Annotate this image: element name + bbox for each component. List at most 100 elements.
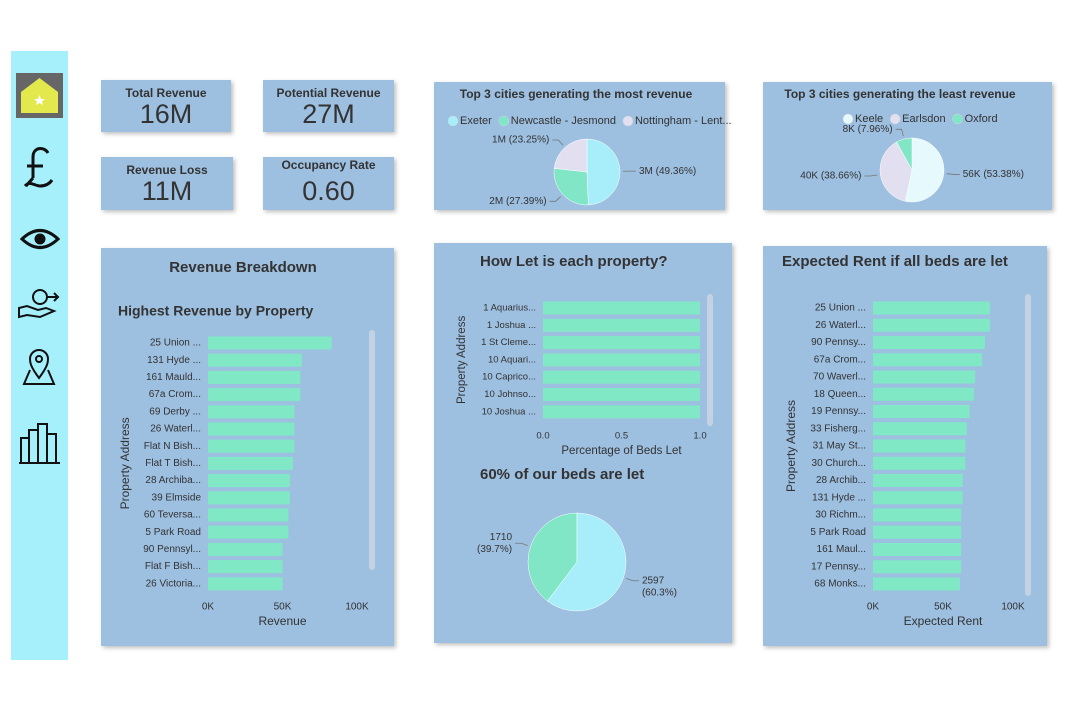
eye-pupil — [34, 233, 46, 245]
x-tick-label: 100K — [1001, 602, 1025, 613]
bar — [208, 353, 302, 367]
x-tick-label: 0.0 — [536, 431, 549, 442]
y-tick-label: 70 Waverl... — [813, 372, 866, 383]
y-tick-label: 10 Aquari... — [488, 354, 536, 365]
kpi-value: 16M — [140, 99, 193, 129]
y-tick-label: 26 Victoria... — [146, 578, 201, 589]
scrollbar — [707, 294, 713, 426]
revenue-button[interactable] — [23, 147, 54, 188]
kpi-value: 0.60 — [302, 176, 355, 206]
legend-label: Oxford — [965, 113, 998, 125]
y-tick-label: 1 Aquarius... — [483, 303, 536, 314]
y-tick-label: 31 May St... — [813, 441, 866, 452]
leader-line — [552, 139, 564, 146]
x-tick-label: 0K — [867, 602, 880, 613]
bar — [873, 474, 963, 487]
payments-button[interactable] — [18, 289, 60, 319]
bar — [873, 405, 970, 418]
bar — [873, 422, 967, 436]
bar — [873, 301, 990, 315]
card-title: Revenue Breakdown — [169, 259, 317, 276]
data-label: 1710 — [490, 532, 513, 543]
x-tick-label: 100K — [345, 602, 369, 613]
y-tick-label: 33 Fisherg... — [810, 423, 866, 434]
y-tick-label: 67a Crom... — [149, 389, 201, 400]
bar — [208, 474, 290, 488]
data-label: 3M (49.36%) — [639, 166, 696, 177]
x-tick-label: 0K — [202, 602, 215, 613]
bar — [208, 525, 289, 539]
bar — [873, 491, 963, 505]
legend-marker — [842, 113, 854, 125]
chart-title: 60% of our beds are let — [480, 466, 644, 483]
bar — [873, 577, 960, 591]
legend-label: Nottingham - Lent... — [635, 115, 732, 127]
chart-title: Highest Revenue by Property — [118, 303, 313, 319]
legend-marker — [952, 113, 963, 125]
leader-line — [864, 174, 878, 177]
bar — [873, 387, 974, 401]
bar — [873, 525, 962, 539]
y-tick-label: 60 Teversa... — [144, 510, 201, 521]
bar — [208, 439, 295, 453]
y-tick-label: 90 Pennsy... — [811, 337, 866, 348]
bar — [543, 370, 700, 384]
legend-label: Earlsdon — [902, 113, 945, 125]
y-tick-label: 25 Union ... — [150, 338, 201, 349]
x-axis-title: Percentage of Beds Let — [561, 445, 682, 457]
y-axis-title: Property Address — [118, 417, 132, 509]
bar — [543, 301, 700, 315]
y-tick-label: 68 Monks... — [814, 579, 866, 590]
bar — [208, 336, 332, 350]
bar — [873, 456, 966, 470]
bar — [873, 336, 985, 349]
location-button[interactable] — [22, 349, 56, 385]
property-button[interactable] — [19, 423, 60, 464]
x-axis-title: Expected Rent — [904, 614, 983, 628]
bar — [873, 560, 962, 574]
y-tick-label: 28 Archiba... — [145, 475, 201, 486]
bar — [543, 388, 700, 401]
data-label: 8K (7.96%) — [843, 124, 893, 135]
y-tick-label: 131 Hyde ... — [147, 355, 201, 366]
data-label: 40K (38.66%) — [800, 171, 861, 182]
y-tick-label: 10 Johnso... — [484, 389, 536, 400]
home-star — [34, 95, 45, 105]
y-tick-label: 26 Waterl... — [150, 424, 201, 435]
bar — [208, 491, 290, 505]
data-label: (60.3%) — [642, 587, 677, 598]
bar — [873, 353, 983, 367]
card — [101, 80, 231, 132]
x-tick-label: 1.0 — [693, 431, 706, 442]
kpi-value: 11M — [142, 176, 193, 206]
bar — [208, 405, 295, 419]
card — [263, 157, 394, 210]
bar — [543, 336, 700, 350]
y-tick-label: 69 Derby ... — [149, 406, 201, 417]
y-tick-label: 17 Pennsy... — [811, 561, 866, 572]
scrollbar — [369, 330, 375, 570]
bar — [873, 370, 976, 384]
leader-line — [895, 128, 904, 137]
pie-slice — [586, 138, 621, 206]
data-label: (39.7%) — [477, 544, 512, 555]
overview-button[interactable] — [19, 229, 61, 249]
bar — [208, 388, 301, 402]
y-tick-label: 25 Union ... — [815, 303, 866, 314]
y-tick-label: 67a Crom... — [814, 354, 866, 365]
legend-marker — [889, 113, 901, 125]
leader-line — [549, 196, 561, 202]
y-tick-label: 28 Archib... — [816, 475, 866, 486]
scrollbar — [1025, 294, 1031, 596]
kpi-value: 27M — [302, 99, 355, 129]
x-axis-title: Revenue — [258, 614, 306, 628]
kpi-label: Total Revenue — [125, 86, 206, 100]
y-tick-label: 19 Pennsy... — [811, 406, 866, 417]
y-tick-label: 18 Queen... — [814, 389, 866, 400]
x-tick-label: 50K — [934, 602, 952, 613]
y-tick-label: 161 Mauld... — [146, 372, 201, 383]
leader-line — [626, 578, 639, 582]
bar — [208, 370, 301, 384]
y-tick-label: 1 St Cleme... — [481, 337, 536, 348]
